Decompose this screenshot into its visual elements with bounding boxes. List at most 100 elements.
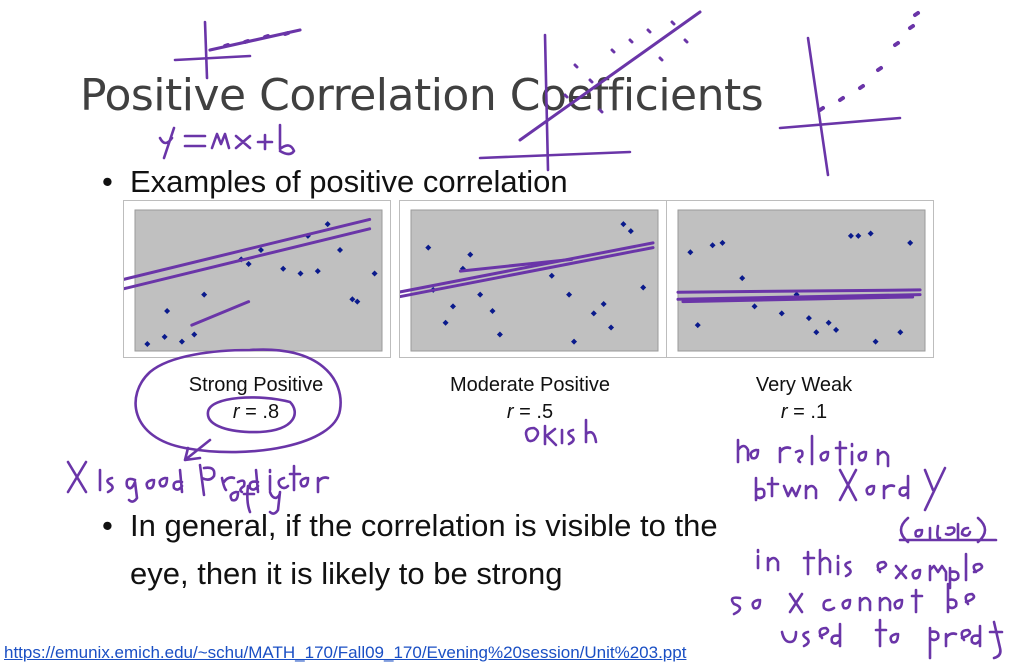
scatter-point-7 (489, 308, 496, 315)
bullet-examples-text: Examples of positive correlation (130, 164, 568, 199)
caption-moderate-title: Moderate Positive (449, 374, 611, 396)
ink-weak-line2 (754, 466, 947, 512)
scatter-point-5 (201, 291, 208, 298)
bullet-glyph: • (102, 164, 113, 199)
scatter-plot-strong (123, 200, 391, 358)
scatter-point-15 (620, 221, 627, 228)
scatter-svg-strong (124, 209, 383, 352)
plot-area (134, 209, 383, 352)
scatter-point-2 (442, 319, 449, 326)
scatter-plot-weak (666, 200, 934, 358)
ink-sketch-axis-h-3 (778, 116, 902, 130)
ink-weak-line5 (730, 582, 976, 616)
r-symbol: r (506, 401, 514, 423)
scatter-point-17 (640, 284, 647, 291)
scatter-point-11 (571, 338, 578, 345)
ink-weak-line1 (736, 434, 890, 468)
scatter-point-3 (449, 303, 456, 310)
scatter-point-9 (813, 329, 820, 336)
ink-arrow-strong (183, 438, 212, 462)
scatter-point-7 (245, 261, 252, 268)
scatter-point-12 (590, 310, 597, 317)
bullet-general-line1: In general, if the correlation is visibl… (130, 508, 718, 543)
ink-fit-line-1 (400, 246, 655, 299)
source-url-link[interactable]: https://emunix.emich.edu/~schu/MATH_170/… (4, 643, 687, 662)
scatter-point-15 (349, 296, 356, 303)
scatter-point-8 (257, 246, 264, 253)
scatter-point-12 (847, 232, 854, 239)
caption-weak-title: Very Weak (755, 374, 853, 396)
r-symbol: r (780, 401, 788, 423)
ink-predictor-line1 (66, 460, 330, 503)
scatter-point-10 (566, 291, 573, 298)
ink-fit-line-2 (458, 257, 574, 273)
scatter-plot-moderate (399, 200, 667, 358)
scatter-point-0 (425, 244, 432, 251)
scatter-point-8 (805, 315, 812, 322)
ink-sketch-axis-h-1 (173, 54, 252, 62)
scatter-point-14 (867, 230, 874, 237)
bullet-general-line2: eye, then it is likely to be strong (130, 556, 563, 591)
bullet-glyph: • (102, 508, 113, 543)
scatter-point-7 (793, 291, 800, 298)
ink-weak-line3 (898, 516, 998, 544)
scatter-point-8 (496, 331, 503, 338)
scatter-point-1 (161, 333, 168, 340)
scatter-point-11 (833, 326, 840, 333)
scatter-svg-weak (676, 209, 926, 352)
ink-fit-line-0 (124, 227, 372, 291)
ink-fit-line-0 (676, 293, 922, 301)
scatter-point-9 (548, 272, 555, 279)
scatter-point-13 (324, 221, 331, 228)
scatter-point-14 (337, 246, 344, 253)
caption-weak: Very Weak r = .1 (684, 372, 924, 426)
r-value: = .8 (239, 401, 280, 423)
scatter-point-0 (144, 340, 151, 347)
ink-sketch-dots-3 (818, 11, 920, 112)
scatter-point-13 (600, 301, 607, 307)
scatter-point-15 (872, 338, 879, 345)
slide-title: Positive Correlation Coefficients (80, 70, 764, 121)
ink-fit-line-0 (400, 241, 655, 294)
r-value: = .5 (513, 401, 554, 423)
scatter-point-10 (825, 319, 832, 326)
r-value: = .1 (787, 401, 828, 423)
plot-area (410, 209, 659, 352)
scatter-point-17 (897, 329, 904, 336)
scatter-point-0 (687, 249, 694, 256)
scatter-svg-moderate (400, 209, 659, 352)
scatter-point-16 (627, 228, 634, 235)
bullet-general: • In general, if the correlation is visib… (102, 502, 718, 598)
ink-sketch-dots-1 (223, 31, 290, 48)
plot-area (677, 209, 926, 352)
ink-fit-line-2 (681, 295, 915, 304)
scatter-point-16 (907, 239, 914, 246)
scatter-point-6 (477, 291, 484, 298)
ink-sketch-line-1 (208, 28, 302, 52)
ink-sketch-axis-v-3 (806, 36, 830, 177)
scatter-point-1 (694, 322, 701, 329)
caption-strong-title: Strong Positive (188, 374, 324, 396)
caption-moderate-r: r = .5 (410, 399, 650, 426)
r-symbol: r (232, 401, 240, 423)
scatter-point-14 (608, 324, 615, 331)
scatter-point-9 (280, 265, 287, 272)
scatter-point-2 (164, 308, 171, 315)
scatter-point-13 (855, 232, 862, 239)
scatter-point-3 (719, 239, 726, 246)
bullet-examples: • Examples of positive correlation (102, 164, 568, 200)
ink-weak-line6 (780, 618, 1004, 660)
scatter-point-2 (709, 242, 716, 249)
scatter-point-17 (371, 270, 378, 277)
scatter-point-16 (354, 298, 361, 305)
scatter-point-6 (778, 310, 785, 317)
caption-strong: Strong Positive r = .8 (136, 372, 376, 426)
ink-sketch-axis-h-2 (478, 150, 632, 160)
caption-weak-r: r = .1 (684, 399, 924, 426)
ink-fit-line-1 (124, 217, 372, 281)
ink-fit-line-1 (676, 288, 922, 294)
scatter-point-5 (751, 303, 758, 310)
ink-weak-line4 (756, 548, 984, 590)
ink-fit-line-2 (190, 300, 251, 327)
scatter-point-4 (739, 275, 746, 282)
